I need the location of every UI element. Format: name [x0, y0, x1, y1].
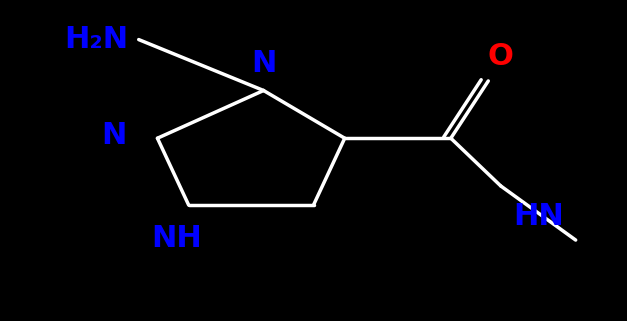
Text: N: N	[101, 121, 126, 150]
Text: NH: NH	[151, 224, 201, 253]
Text: H₂N: H₂N	[64, 25, 128, 54]
Text: HN: HN	[514, 202, 564, 231]
Text: O: O	[488, 42, 514, 71]
Text: N: N	[251, 49, 277, 78]
